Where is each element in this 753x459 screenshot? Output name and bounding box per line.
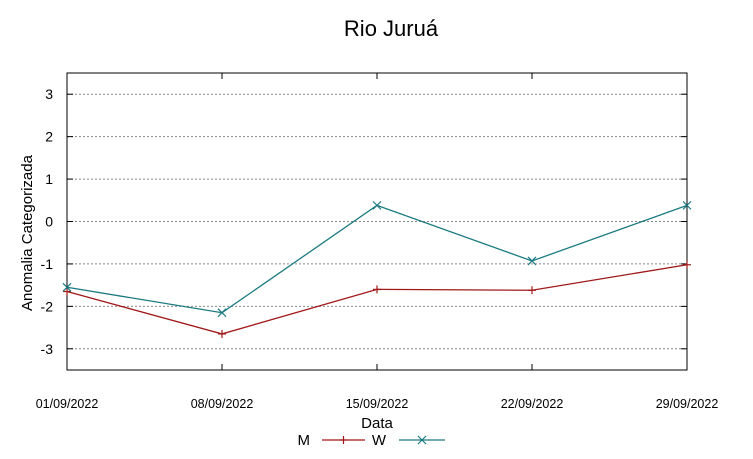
x-tick-label: 15/09/2022 xyxy=(346,397,409,411)
data-point xyxy=(683,260,691,269)
data-point xyxy=(372,200,382,210)
data-point xyxy=(528,286,536,295)
data-point xyxy=(373,285,381,294)
legend-label: M xyxy=(298,432,311,449)
y-tick-label: 2 xyxy=(45,129,53,145)
y-tick-label: 0 xyxy=(45,214,53,230)
x-tick-label: 08/09/2022 xyxy=(191,397,254,411)
data-point xyxy=(682,200,692,210)
y-axis: -3 -2 -1 0 1 2 3 xyxy=(41,86,687,357)
series xyxy=(62,200,692,338)
data-point xyxy=(218,329,226,338)
data-point xyxy=(63,287,71,296)
y-axis-label: Anomalia Categorizada xyxy=(19,154,36,311)
data-point xyxy=(527,256,537,266)
y-tick-label: 1 xyxy=(45,171,53,187)
data-point xyxy=(62,282,72,292)
series-line xyxy=(66,264,688,335)
x-axis-label: Data xyxy=(361,415,393,432)
y-tick-label: -3 xyxy=(41,341,54,357)
y-tick-label: 3 xyxy=(45,86,53,102)
legend-marker xyxy=(417,435,427,445)
series-W xyxy=(62,200,692,318)
legend-item: W xyxy=(372,432,445,449)
y-tick-label: -1 xyxy=(41,256,54,272)
legend-item: M xyxy=(298,432,365,449)
y-tick-label: -2 xyxy=(41,298,54,314)
series-M xyxy=(63,260,691,338)
legend-marker xyxy=(339,436,348,444)
chart-title: Rio Juruá xyxy=(344,16,439,41)
x-tick-label: 22/09/2022 xyxy=(501,397,564,411)
x-axis: 01/09/2022 08/09/2022 15/09/2022 22/09/2022… xyxy=(36,73,719,411)
x-tick-label: 29/09/2022 xyxy=(656,397,719,411)
x-tick-label: 01/09/2022 xyxy=(36,397,99,411)
grid xyxy=(67,93,687,350)
legend-label: W xyxy=(372,432,387,449)
data-point xyxy=(217,308,227,318)
